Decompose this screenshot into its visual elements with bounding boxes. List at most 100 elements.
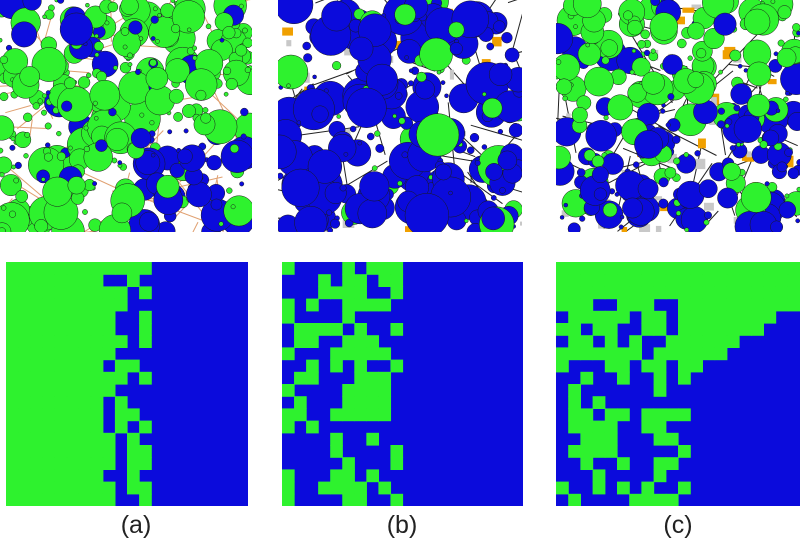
map-pie-circle bbox=[466, 146, 475, 155]
map-pie-circle bbox=[776, 161, 788, 173]
map-pie-circle bbox=[602, 202, 618, 218]
grid-cell-green bbox=[42, 310, 55, 324]
map-pie-circle bbox=[202, 107, 209, 114]
map-pie-circle bbox=[687, 55, 693, 61]
grid-cell-green bbox=[102, 298, 116, 312]
map-pie-circle bbox=[667, 93, 675, 101]
map-pie-circle bbox=[717, 187, 738, 209]
map-pie-circle bbox=[366, 132, 375, 141]
map-pie-circle bbox=[95, 139, 108, 152]
grid-cell-green bbox=[702, 274, 716, 287]
grid-cell-green bbox=[127, 408, 140, 422]
map-c-svg bbox=[556, 0, 800, 232]
grid-cell-green bbox=[54, 457, 68, 470]
map-pie-circle bbox=[14, 161, 22, 169]
grid-cell-green bbox=[678, 445, 691, 458]
grid-cell-green bbox=[282, 469, 295, 483]
map-pie-circle bbox=[508, 123, 522, 138]
map-pie-circle bbox=[45, 90, 51, 95]
grid-cell-green bbox=[653, 359, 667, 373]
grid-cell-green bbox=[330, 286, 343, 300]
grid-cell-green bbox=[378, 408, 392, 422]
map-pie-circle bbox=[556, 78, 573, 95]
grid-cell-green bbox=[580, 420, 594, 434]
map-pie-circle bbox=[397, 180, 403, 187]
grid-cell-green bbox=[604, 359, 618, 373]
grid-cell-green bbox=[30, 371, 43, 385]
grid-cell-green bbox=[54, 445, 68, 458]
grid-cell-green bbox=[330, 469, 343, 483]
grid-cell-green bbox=[617, 347, 630, 361]
map-pie-circle bbox=[86, 72, 92, 78]
map-pie-circle bbox=[23, 153, 29, 159]
map-pie-circle bbox=[733, 114, 762, 143]
grid-cell-green bbox=[139, 493, 152, 506]
grid-cell-green bbox=[78, 457, 92, 470]
grid-cell-green bbox=[30, 347, 43, 361]
grid-cell-green bbox=[102, 310, 116, 324]
grid-cell-green bbox=[90, 359, 104, 373]
map-pie-circle bbox=[0, 147, 4, 154]
grid-cell-green bbox=[592, 323, 606, 336]
grid-cell-green bbox=[18, 408, 31, 422]
grid-cell-green bbox=[42, 457, 55, 470]
map-pie-circle bbox=[407, 80, 414, 87]
grid-cell-green bbox=[342, 457, 355, 470]
grid-cell-green bbox=[378, 371, 392, 385]
grid-cell-green bbox=[604, 310, 618, 324]
grid-cell-green bbox=[653, 347, 667, 361]
grid-cell-green bbox=[78, 359, 92, 373]
map-pie-circle bbox=[770, 0, 776, 4]
grid-cell-green bbox=[114, 371, 128, 385]
grid-cell-green bbox=[568, 335, 581, 348]
grid-cell-green bbox=[568, 420, 581, 434]
map-building bbox=[682, 7, 695, 13]
grid-cell-green bbox=[294, 396, 307, 409]
grid-cell-green bbox=[629, 493, 642, 506]
grid-cell-green bbox=[354, 347, 367, 361]
map-pie-circle bbox=[128, 20, 143, 35]
map-building bbox=[492, 36, 502, 47]
grid-cell-green bbox=[282, 481, 295, 495]
map-pie-circle bbox=[785, 91, 790, 96]
grid-cell-green bbox=[714, 298, 728, 312]
grid-cell-green bbox=[18, 493, 31, 506]
grid-cell-green bbox=[54, 347, 68, 361]
grid-cell-green bbox=[294, 371, 307, 385]
map-pie-circle bbox=[19, 66, 40, 87]
map-pie-circle bbox=[42, 93, 47, 99]
map-pie-circle bbox=[759, 140, 768, 149]
map-pie-circle bbox=[675, 210, 682, 216]
map-pie-circle bbox=[556, 145, 571, 170]
grid-cell-green bbox=[568, 274, 581, 287]
grid-cell-green bbox=[592, 396, 606, 409]
grid-cell-green bbox=[342, 298, 355, 312]
map-pie-circle bbox=[448, 21, 465, 38]
grid-cell-green bbox=[354, 359, 367, 373]
grid-cell-green bbox=[617, 262, 630, 275]
grid-cell-green bbox=[702, 262, 716, 275]
map-pie-circle bbox=[481, 206, 505, 231]
grid-cell-green bbox=[678, 481, 691, 495]
grid-cell-green bbox=[139, 420, 152, 434]
grid-cell-green bbox=[6, 286, 19, 300]
grid-cell-green bbox=[641, 286, 655, 300]
grid-cell-green bbox=[306, 298, 319, 312]
map-b-svg bbox=[278, 0, 522, 232]
grid-cell-green bbox=[42, 420, 55, 434]
map-pie-circle bbox=[662, 54, 683, 75]
map-pie-circle bbox=[349, 36, 374, 61]
map-pie-circle bbox=[392, 113, 397, 119]
grid-cell-green bbox=[726, 310, 740, 324]
grid-cell-green bbox=[556, 298, 569, 312]
map-pie-circle bbox=[579, 215, 586, 222]
grid-cell-green bbox=[139, 323, 152, 336]
grid-cell-green bbox=[617, 274, 630, 287]
map-pie-circle bbox=[45, 142, 51, 148]
map-pie-circle bbox=[796, 186, 800, 192]
grid-cell-green bbox=[342, 493, 355, 506]
grid-cell-green bbox=[775, 286, 789, 300]
grid-cell-green bbox=[114, 420, 128, 434]
grid-cell-green bbox=[751, 262, 764, 275]
grid-cell-green bbox=[66, 347, 80, 361]
